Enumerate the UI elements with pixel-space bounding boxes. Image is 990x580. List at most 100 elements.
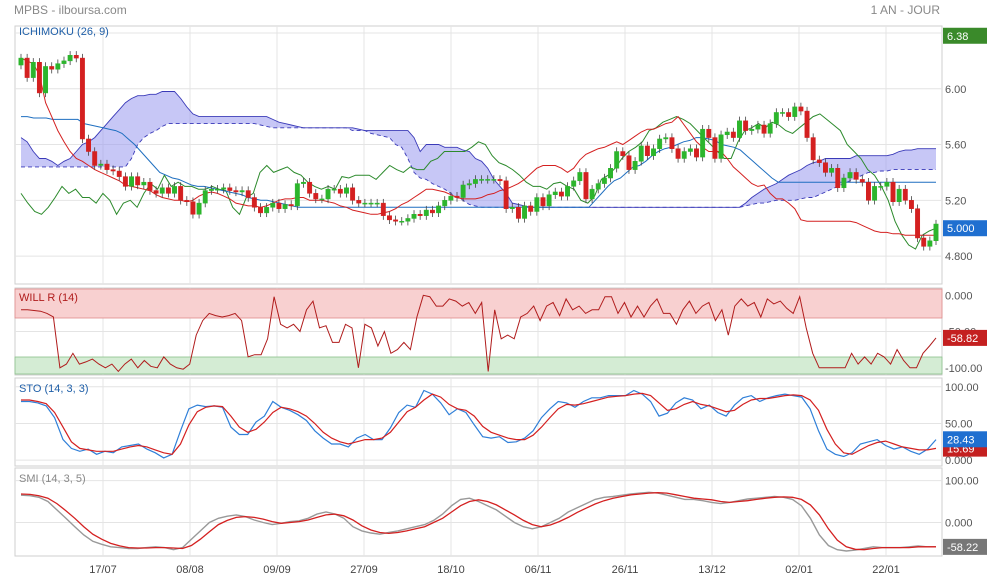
candle-body: [620, 151, 626, 156]
candle-body: [294, 183, 300, 207]
candle-body: [350, 187, 356, 201]
candle-body: [583, 172, 589, 200]
candle-body: [307, 181, 313, 194]
candle-body: [565, 186, 570, 197]
candle-body: [829, 167, 835, 173]
candle-body: [724, 131, 730, 136]
candle-body: [276, 202, 282, 209]
candle-body: [638, 145, 644, 162]
candle-body: [215, 188, 220, 191]
x-tick-label: 26/11: [612, 564, 639, 576]
willr-value-badge-bg: [943, 329, 987, 346]
willr-value-badge-text: -58.82: [947, 333, 978, 345]
candle-body: [374, 202, 380, 205]
candle-body: [816, 159, 822, 163]
period-label[interactable]: 1 AN - JOUR: [870, 3, 940, 17]
candle-body: [878, 186, 884, 188]
ichimoku-title: ICHIMOKU (26, 9): [19, 26, 109, 38]
candle-body: [804, 110, 810, 138]
y-tick-label: 0.000: [945, 517, 973, 529]
candle-body: [245, 190, 251, 198]
candle-body: [73, 55, 79, 59]
sto-title: STO (14, 3, 3): [19, 383, 89, 395]
candle-body: [49, 66, 55, 70]
candle-body: [208, 188, 214, 191]
y-tick-label: 100.00: [945, 476, 979, 488]
candle-body: [497, 179, 503, 182]
candle-body: [436, 205, 442, 214]
candle-body: [313, 193, 319, 200]
candle-body: [104, 163, 110, 170]
last-price-badge-bg: [943, 220, 987, 237]
candle-body: [522, 205, 528, 219]
candle-body: [61, 60, 67, 64]
candle-body: [847, 172, 853, 179]
candle-body: [92, 151, 98, 166]
last-price-badge: 5.000: [943, 220, 987, 237]
smi-value-badge-text: -58.22: [947, 542, 978, 554]
ichimoku-cloud: [20, 91, 936, 208]
candle-body: [632, 161, 638, 170]
candle-body: [141, 181, 147, 186]
candle-body: [798, 106, 804, 112]
candle-body: [675, 148, 681, 159]
candle-body: [264, 207, 270, 214]
candle-body: [927, 240, 933, 247]
willr-value-badge: -58.82: [943, 329, 987, 346]
candle-body: [933, 223, 939, 242]
sto-k-badge-bg: [943, 431, 987, 448]
candle-body: [737, 120, 742, 138]
candle-body: [79, 57, 85, 140]
candle-body: [896, 188, 902, 202]
candle-body: [472, 179, 478, 184]
candle-body: [411, 214, 417, 219]
candle-body: [540, 197, 546, 207]
candle-body: [337, 188, 343, 194]
smi-title: SMI (14, 3, 5): [19, 473, 86, 485]
candle-body: [485, 179, 491, 181]
candlesticks: [18, 51, 939, 251]
candle-body: [110, 169, 116, 172]
candle-body: [884, 181, 890, 187]
candle-body: [239, 190, 245, 193]
x-axis-ticks: 17/07 08/08 09/09 27/09 18/10 06/11 26/11 13/12…: [89, 564, 900, 576]
candle-body: [780, 112, 785, 114]
candle-body: [890, 181, 896, 202]
last-price-badge-text: 5.000: [947, 223, 975, 235]
willr-overbought-zone: [14, 288, 943, 319]
candle-body: [417, 214, 423, 216]
candle-body: [429, 209, 435, 214]
candle-body: [589, 188, 595, 200]
candle-body: [749, 128, 755, 131]
candle-body: [356, 200, 362, 204]
x-tick-label: 08/08: [176, 564, 204, 576]
candle-body: [706, 128, 712, 138]
upper-price-badge: 6.38: [943, 27, 987, 44]
candle-body: [571, 180, 577, 187]
candle-body: [503, 180, 509, 209]
candle-body: [626, 155, 632, 170]
candle-body: [251, 197, 257, 208]
candle-body: [534, 197, 540, 212]
candle-body: [184, 200, 190, 202]
willr-title: WILL R (14): [19, 292, 78, 304]
candle-body: [147, 181, 153, 191]
candle-body: [116, 170, 122, 177]
candle-body: [387, 215, 392, 221]
candle-body: [835, 167, 841, 189]
candle-body: [712, 137, 718, 159]
candle-body: [442, 200, 448, 207]
sto-k-badge: 28.43: [943, 431, 987, 448]
candle-body: [859, 179, 865, 183]
candle-body: [405, 218, 411, 222]
candle-body: [190, 201, 196, 215]
sto-d-line: [21, 392, 937, 455]
y-tick-label: 0.000: [945, 455, 973, 467]
candle-body: [325, 188, 331, 200]
tenkan-line: [20, 57, 936, 236]
ichimoku-frame: [14, 25, 943, 285]
candle-body: [908, 200, 914, 209]
candle-body: [767, 123, 773, 134]
candle-body: [865, 181, 871, 201]
upper-price-badge-text: 6.38: [947, 31, 968, 43]
